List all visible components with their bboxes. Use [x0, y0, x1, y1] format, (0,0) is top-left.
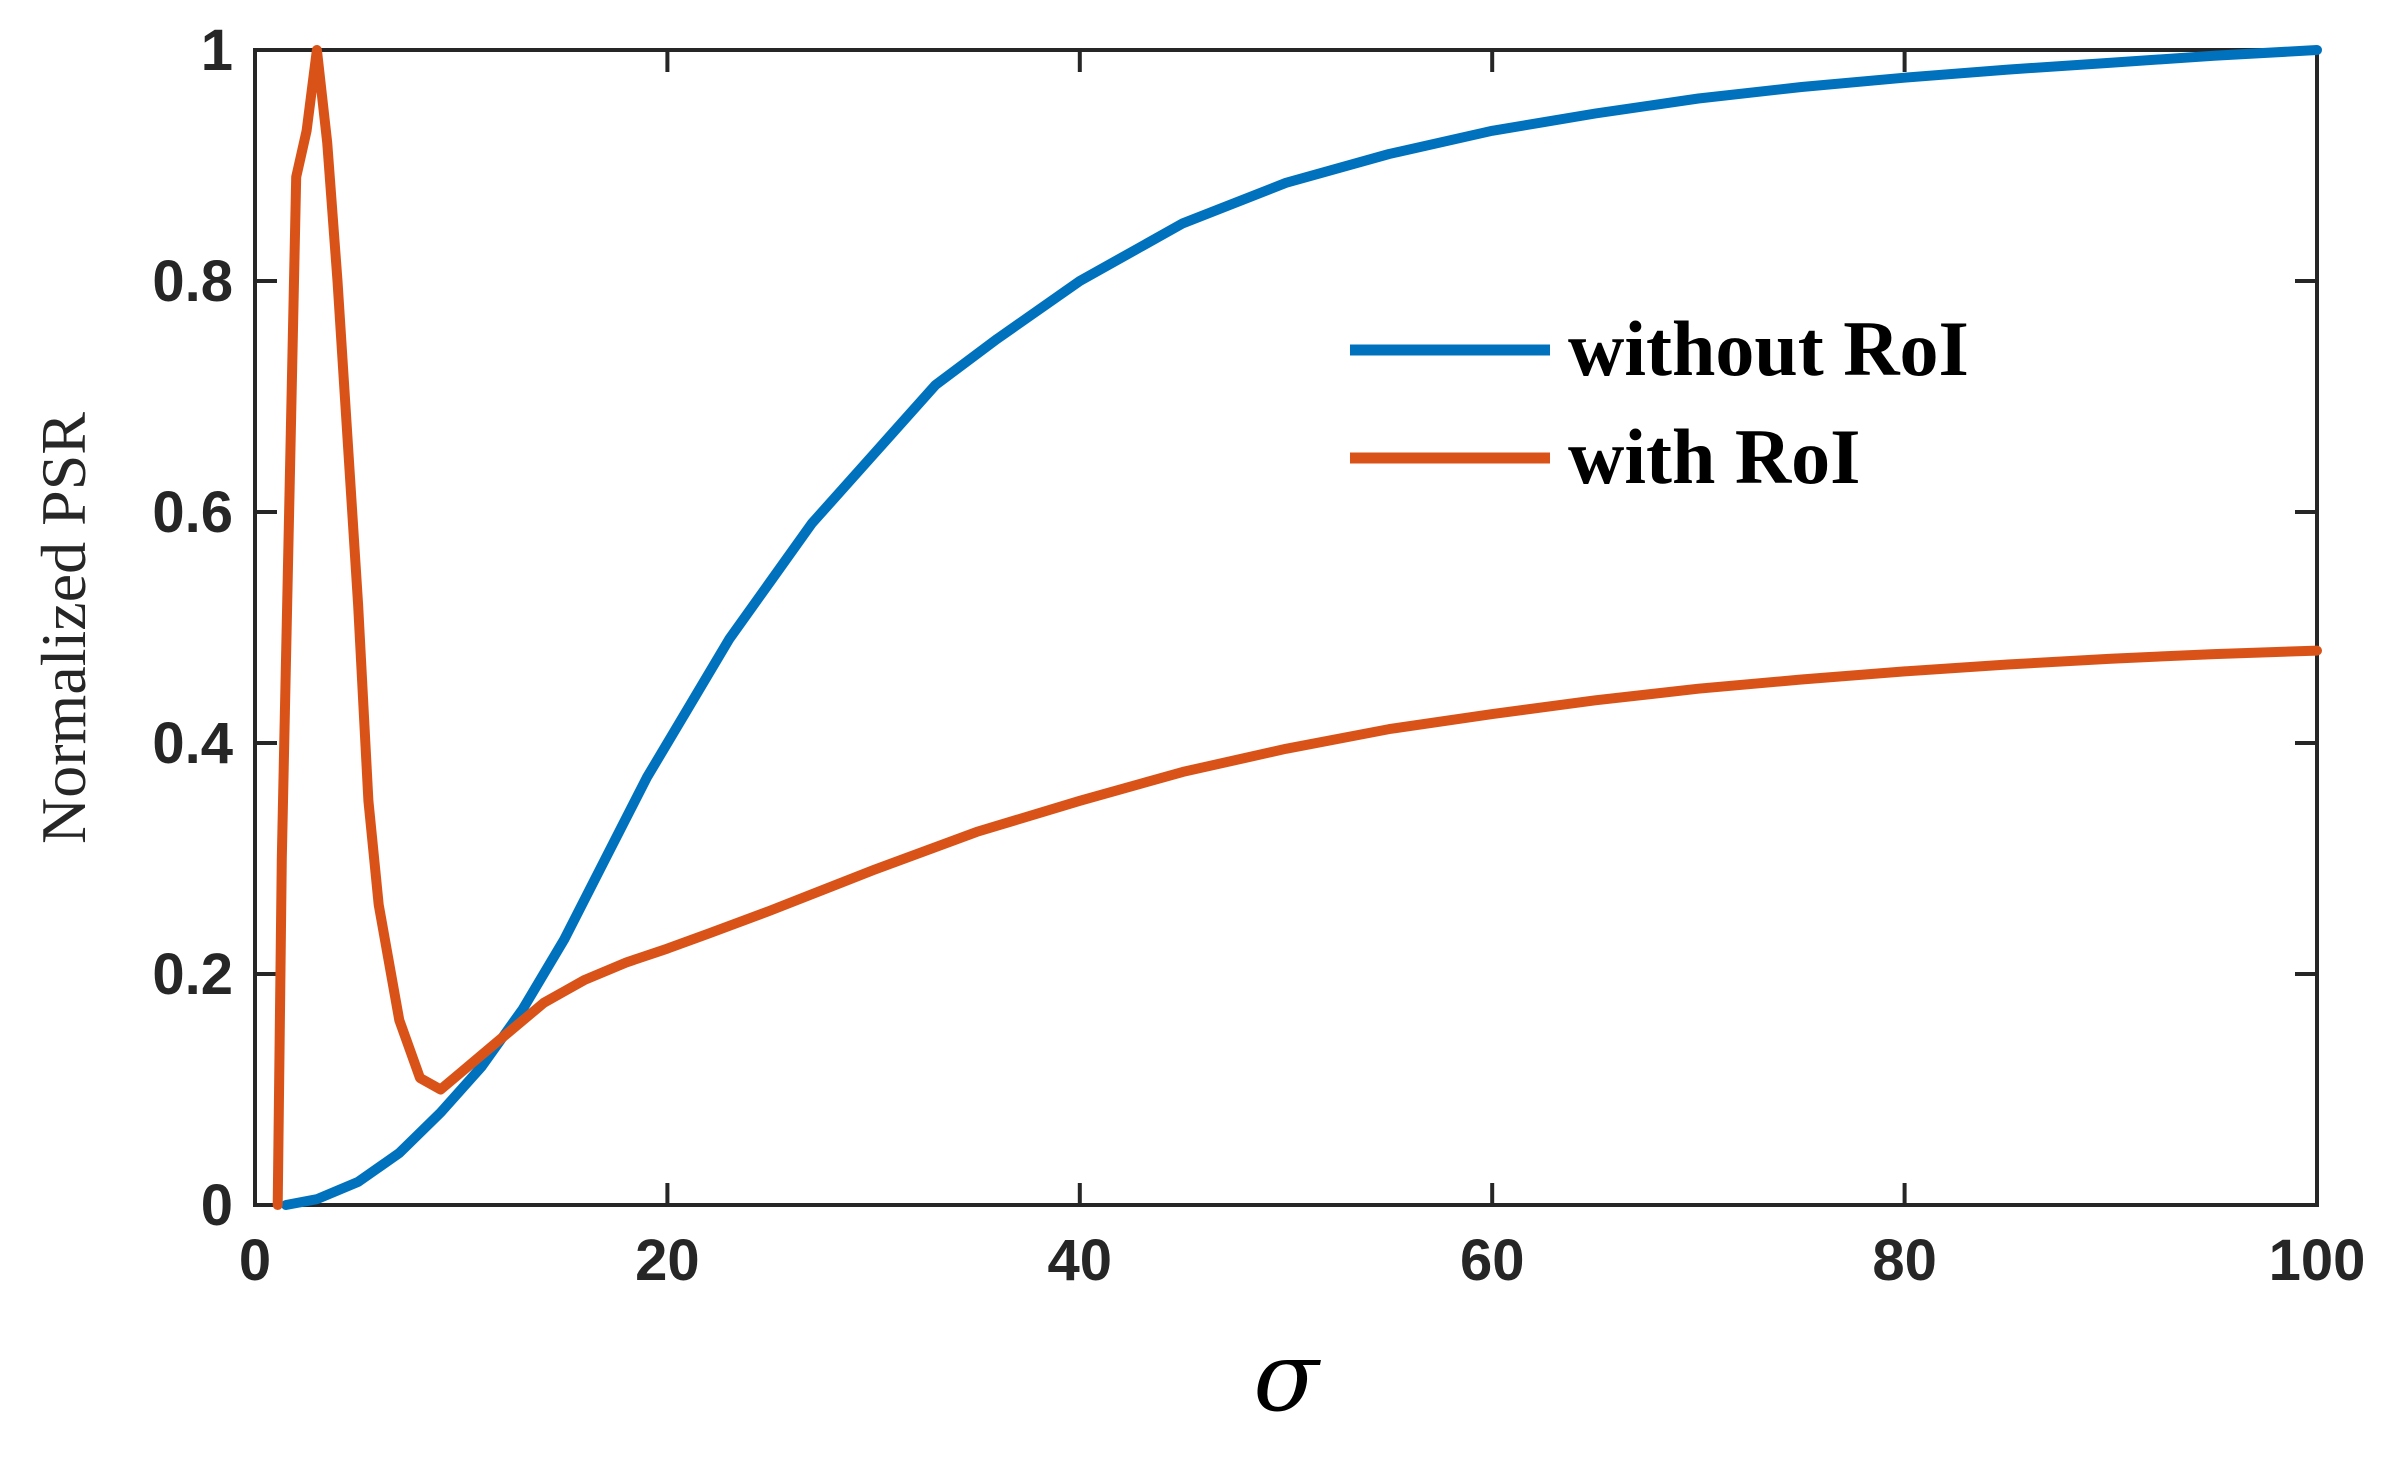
x-tick-label: 0 — [239, 1228, 271, 1293]
x-tick-label: 80 — [1872, 1228, 1937, 1293]
x-axis-label: σ — [1253, 1321, 1321, 1433]
axes-box — [253, 48, 2319, 1207]
series-line-without-roi — [280, 45, 2322, 1210]
y-tick-label: 1 — [201, 18, 233, 83]
x-tick-label: 100 — [2269, 1228, 2366, 1293]
y-tick-label: 0 — [201, 1173, 233, 1238]
legend-label-without-roi: without RoI — [1568, 305, 1969, 392]
y-axis-label: Normalized PSR — [28, 412, 99, 844]
y-tick-label: 0.6 — [152, 480, 233, 545]
x-tick-label: 40 — [1048, 1228, 1113, 1293]
x-tick-label: 60 — [1460, 1228, 1525, 1293]
x-tick-label: 20 — [635, 1228, 700, 1293]
axis-ticks: 0 20 40 60 80 100 0 0.2 0.4 0.6 0.8 1 — [152, 18, 2365, 1293]
legend-label-with-roi: with RoI — [1568, 413, 1861, 500]
legend: without RoI with RoI — [1350, 305, 1969, 500]
series-lines — [272, 45, 2322, 1210]
series-line-with-roi — [272, 45, 2322, 1210]
plot-area — [253, 48, 2319, 1207]
y-tick-label: 0.4 — [152, 711, 233, 776]
y-tick-label: 0.2 — [152, 942, 233, 1007]
y-tick-label: 0.8 — [152, 249, 233, 314]
